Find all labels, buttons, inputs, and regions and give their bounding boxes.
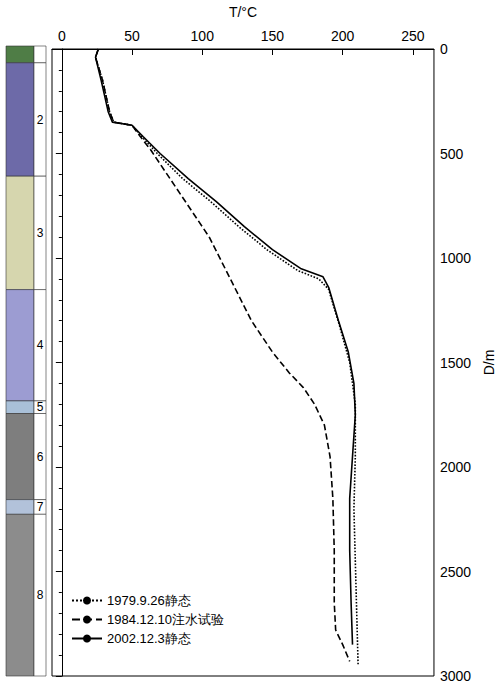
- svg-text:T/°C: T/°C: [229, 4, 257, 20]
- svg-text:0: 0: [58, 28, 66, 44]
- svg-text:1000: 1000: [440, 250, 471, 266]
- svg-text:5: 5: [37, 400, 44, 414]
- svg-text:50: 50: [124, 28, 140, 44]
- svg-text:500: 500: [440, 146, 464, 162]
- svg-text:1500: 1500: [440, 355, 471, 371]
- svg-text:150: 150: [261, 28, 285, 44]
- svg-text:3000: 3000: [440, 668, 471, 684]
- svg-text:0: 0: [440, 41, 448, 57]
- svg-text:D/m: D/m: [481, 350, 497, 376]
- svg-text:2: 2: [37, 113, 44, 127]
- svg-text:6: 6: [37, 450, 44, 464]
- svg-text:250: 250: [401, 28, 425, 44]
- svg-text:4: 4: [37, 338, 44, 352]
- svg-text:2002.12.3静态: 2002.12.3静态: [107, 631, 191, 646]
- svg-text:3: 3: [37, 226, 44, 240]
- svg-text:1984.12.10注水试验: 1984.12.10注水试验: [107, 612, 224, 627]
- svg-text:2000: 2000: [440, 459, 471, 475]
- svg-text:100: 100: [191, 28, 215, 44]
- svg-text:7: 7: [37, 500, 44, 514]
- svg-text:2500: 2500: [440, 564, 471, 580]
- svg-text:200: 200: [331, 28, 355, 44]
- svg-text:8: 8: [37, 588, 44, 602]
- svg-text:1979.9.26静态: 1979.9.26静态: [107, 593, 191, 608]
